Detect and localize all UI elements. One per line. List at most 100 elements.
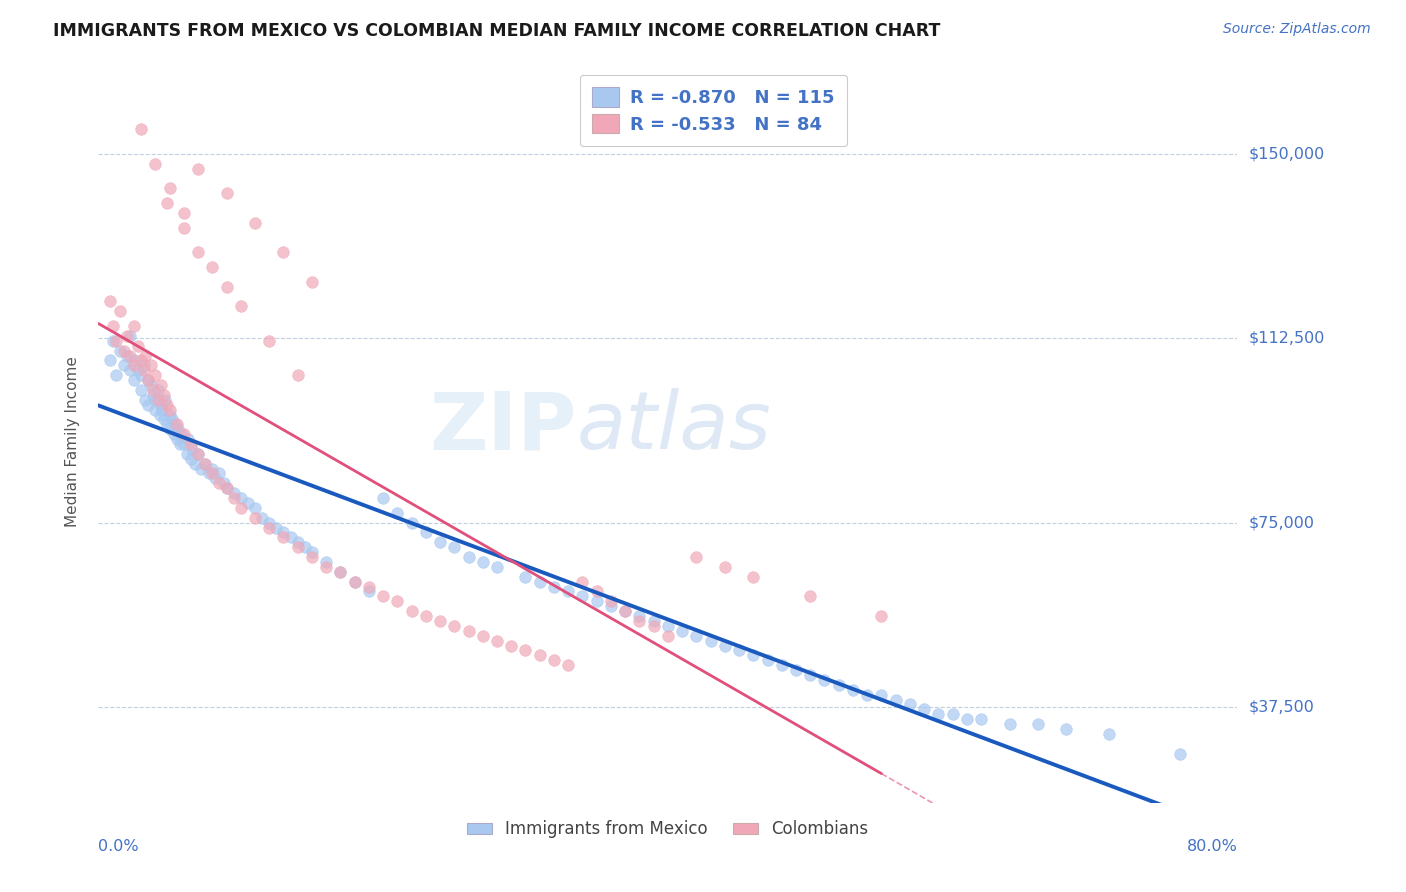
Point	[159, 408, 181, 422]
Text: atlas: atlas	[576, 388, 772, 467]
Point	[153, 388, 176, 402]
Point	[134, 349, 156, 363]
Point	[884, 692, 907, 706]
Point	[600, 599, 623, 614]
Point	[486, 633, 509, 648]
Point	[294, 540, 316, 554]
Point	[163, 427, 186, 442]
Point	[122, 353, 145, 368]
Text: ZIP: ZIP	[429, 388, 576, 467]
Point	[136, 373, 159, 387]
Point	[280, 530, 302, 544]
Point	[657, 629, 679, 643]
Point	[628, 609, 651, 624]
Point	[184, 457, 207, 471]
Point	[173, 427, 195, 442]
Point	[250, 510, 273, 524]
Point	[122, 319, 145, 334]
Point	[132, 359, 155, 373]
Point	[357, 584, 380, 599]
Legend: Immigrants from Mexico, Colombians: Immigrants from Mexico, Colombians	[461, 814, 875, 845]
Point	[770, 658, 793, 673]
Point	[222, 491, 245, 505]
Point	[898, 698, 921, 712]
Point	[141, 383, 163, 397]
Point	[215, 481, 238, 495]
Point	[115, 329, 138, 343]
Point	[273, 530, 295, 544]
Point	[699, 633, 721, 648]
Point	[204, 471, 226, 485]
Point	[152, 402, 174, 417]
Point	[343, 574, 366, 589]
Point	[101, 334, 124, 348]
Point	[714, 560, 737, 574]
Point	[149, 408, 172, 422]
Point	[118, 349, 141, 363]
Point	[155, 392, 177, 407]
Point	[557, 584, 579, 599]
Point	[134, 392, 156, 407]
Point	[266, 520, 288, 534]
Point	[187, 447, 209, 461]
Point	[112, 359, 135, 373]
Point	[813, 673, 835, 687]
Point	[104, 368, 127, 383]
Point	[136, 373, 159, 387]
Point	[180, 437, 202, 451]
Point	[122, 359, 145, 373]
Point	[287, 540, 309, 554]
Point	[387, 594, 409, 608]
Point	[229, 500, 252, 515]
Point	[129, 122, 152, 136]
Point	[159, 181, 181, 195]
Point	[1026, 717, 1049, 731]
Point	[176, 447, 198, 461]
Point	[287, 535, 309, 549]
Point	[259, 334, 281, 348]
Point	[215, 279, 238, 293]
Point	[287, 368, 309, 383]
Point	[156, 417, 179, 432]
Point	[127, 339, 149, 353]
Point	[401, 604, 423, 618]
Point	[229, 299, 252, 313]
Point	[132, 363, 155, 377]
Point	[515, 643, 537, 657]
Point	[585, 584, 607, 599]
Point	[273, 245, 295, 260]
Text: 0.0%: 0.0%	[98, 838, 139, 854]
Point	[173, 220, 195, 235]
Point	[998, 717, 1021, 731]
Point	[139, 378, 162, 392]
Point	[301, 549, 323, 564]
Point	[457, 549, 479, 564]
Point	[108, 304, 131, 318]
Point	[198, 467, 221, 481]
Point	[828, 678, 851, 692]
Point	[187, 447, 209, 461]
Point	[301, 275, 323, 289]
Point	[942, 707, 965, 722]
Point	[870, 688, 893, 702]
Point	[259, 520, 281, 534]
Text: 80.0%: 80.0%	[1187, 838, 1237, 854]
Point	[222, 486, 245, 500]
Point	[728, 643, 751, 657]
Point	[112, 343, 135, 358]
Point	[159, 402, 181, 417]
Point	[443, 619, 465, 633]
Point	[129, 383, 152, 397]
Text: $37,500: $37,500	[1249, 699, 1315, 714]
Point	[145, 368, 167, 383]
Point	[104, 334, 127, 348]
Point	[387, 506, 409, 520]
Text: $150,000: $150,000	[1249, 146, 1324, 161]
Point	[180, 451, 202, 466]
Point	[515, 570, 537, 584]
Point	[165, 417, 187, 432]
Point	[173, 437, 195, 451]
Point	[501, 639, 523, 653]
Point	[415, 609, 437, 624]
Point	[101, 319, 124, 334]
